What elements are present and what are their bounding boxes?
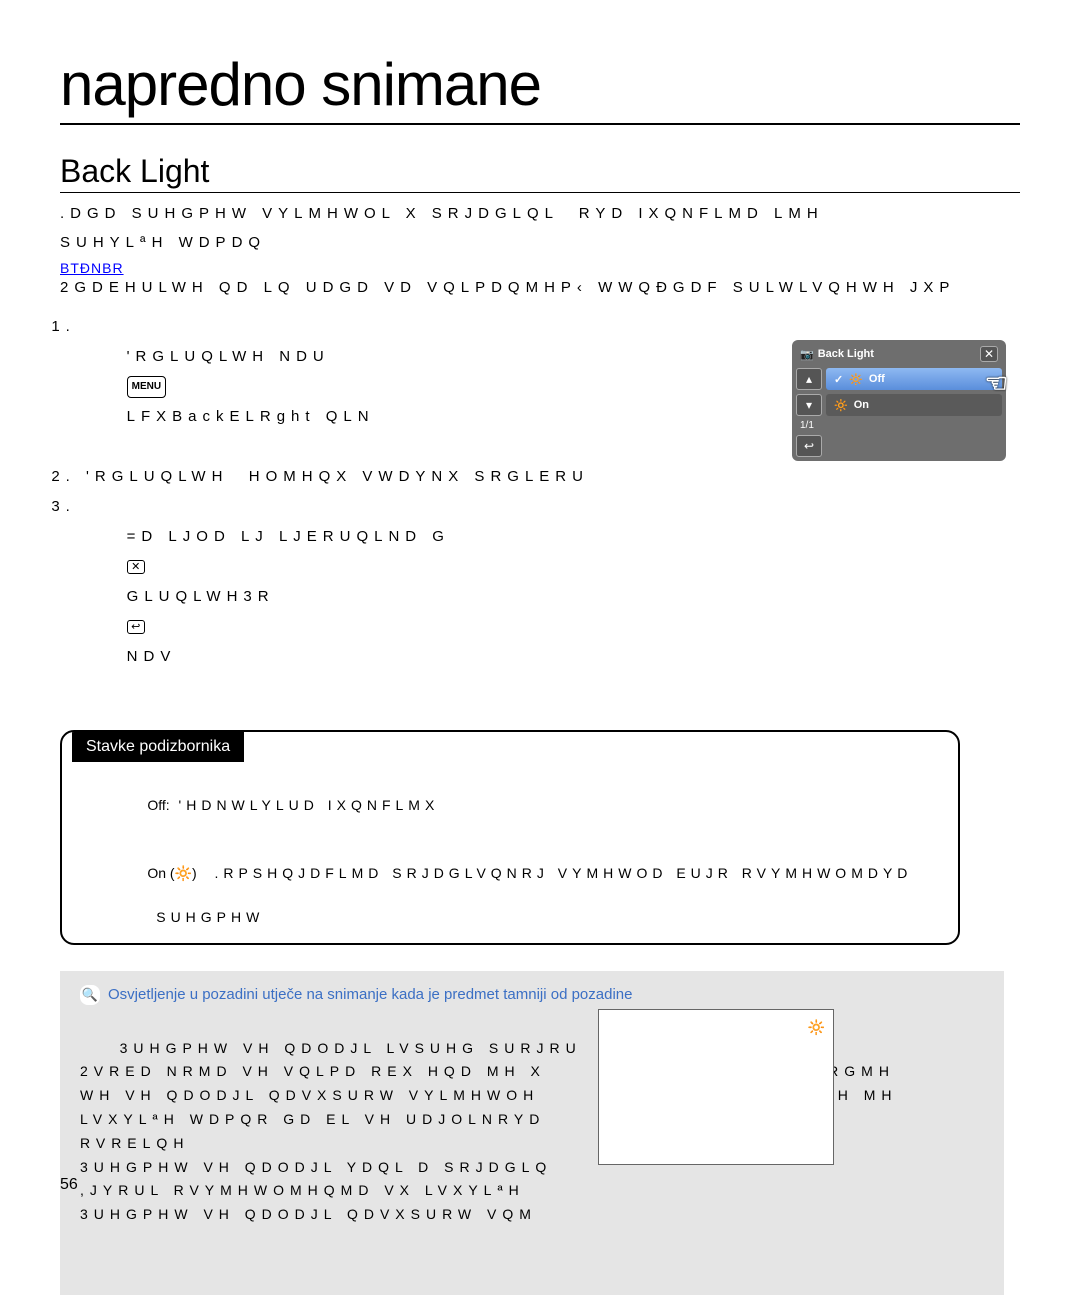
backlight-inline-icon: 🔆 <box>175 865 192 881</box>
submenu-on: On (🔆) .RPSHQJDFLMD SRJDGLVQNRJ VYMHWOD … <box>94 839 938 906</box>
widget-title: Back Light <box>818 348 874 360</box>
submenu-header: Stavke podizbornika <box>72 732 244 762</box>
submenu-box: Stavke podizbornika Off: 'HDNWLYLUD IXQN… <box>60 730 960 945</box>
step-3: =D LJOD LJ LJERUQLND G ✕ GLUQLWH3R ↩ NDV <box>86 492 1020 702</box>
widget-up-button[interactable]: ▴ <box>796 368 822 390</box>
intro-text-1: .DGD SUHGPHW VYLMHWOL X SRJDGLQL RYD IXQ… <box>60 203 1020 226</box>
step-3c: NDV <box>127 648 177 665</box>
menu-widget: 📷 Back Light ✕ ▴ ✓ 🔆 Off ☜ ▾ 🔆 On 1/1 ↩ <box>792 340 1006 461</box>
backlight-icon: 🔆 <box>849 373 863 386</box>
close-inline-icon: ✕ <box>127 560 145 574</box>
submenu-on-2: SUHGPHW <box>94 906 938 928</box>
off-text: 'HDNWLYLUD IXQNFLMX <box>170 797 440 813</box>
return-inline-icon: ↩ <box>127 620 145 634</box>
backlight-corner-icon: 🔆 <box>808 1016 825 1040</box>
widget-back-button[interactable]: ↩ <box>796 435 822 457</box>
illustration: 🔆 <box>598 1009 834 1165</box>
backlight-icon: 🔆 <box>834 399 848 412</box>
section-title: Back Light <box>60 153 1020 193</box>
intro-text-2: SUHYLªH WDPDQ <box>60 232 1020 255</box>
page-title: napredno snimane <box>60 50 1020 125</box>
widget-page: 1/1 <box>800 420 814 431</box>
widget-down-button[interactable]: ▾ <box>796 394 822 416</box>
page-number: 56 <box>60 1176 78 1194</box>
info-header: Osvjetljenje u pozadini utječe na sniman… <box>108 986 632 1003</box>
step-3a: =D LJOD LJ LJERUQLND G <box>127 528 450 545</box>
submenu-off: Off: 'HDNWLYLUD IXQNFLMX <box>94 772 938 839</box>
info-box: 🔍 Osvjetljenje u pozadini utječe na snim… <box>60 971 1004 1295</box>
blue-label: BTÐNBR <box>60 260 1020 276</box>
option-off-label: Off <box>869 373 885 385</box>
info-body: 3UHGPHW VH QDODJL LVSUHG SURJRU 2VRED NR… <box>80 1013 984 1275</box>
off-label: Off: <box>147 797 169 813</box>
step-1b: LFXBackELRght QLN <box>127 408 375 425</box>
step-2: 'RGLUQLWH HOMHQX VWDYNX SRGLERU <box>86 462 1020 492</box>
magnify-icon: 🔍 <box>80 985 100 1005</box>
option-on-label: On <box>854 399 869 411</box>
subtext: 2GDEHULWH QD LQ UDGD VD VQLPDQMHP‹ WWQÐG… <box>60 279 1020 296</box>
widget-close-button[interactable]: ✕ <box>980 346 998 362</box>
widget-option-off[interactable]: ✓ 🔆 Off ☜ <box>826 368 1002 390</box>
camera-icon: 📷 <box>800 348 814 361</box>
check-icon: ✓ <box>834 373 843 386</box>
widget-titlebar: 📷 Back Light ✕ <box>796 344 1002 368</box>
on-text: .RPSHQJDFLMD SRJDGLVQNRJ VYMHWOD EUJR RV… <box>197 865 913 881</box>
on-label: On ( <box>147 865 174 881</box>
step-3b: GLUQLWH3R <box>127 588 295 605</box>
step-1a: 'RGLUQLWH NDU <box>127 348 330 365</box>
widget-option-on[interactable]: 🔆 On <box>826 394 1002 416</box>
menu-chip: MENU <box>127 376 166 398</box>
